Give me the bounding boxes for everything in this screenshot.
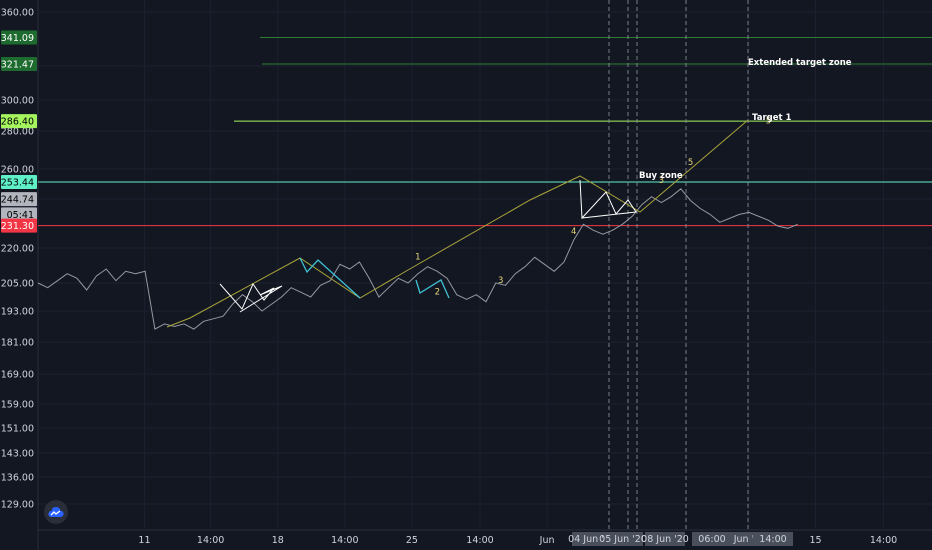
extended-target-annotation: Extended target zone	[748, 58, 852, 68]
y-tick-label: 151.00	[1, 424, 34, 435]
y-tick-label: 220.00	[1, 244, 34, 255]
x-tick-label: 14:00	[870, 535, 897, 546]
target1-annotation: Target 1	[752, 113, 792, 123]
wave-label: 3	[498, 276, 503, 286]
x-cursor-label: 04 Jun '20	[568, 534, 616, 545]
price-tag-bg	[1, 174, 37, 189]
x-cursor-tag	[692, 532, 732, 546]
cloud-icon	[48, 507, 64, 517]
x-tick-label: 14:00	[197, 535, 224, 546]
price-line	[37, 188, 798, 330]
price-tags: 341.09 321.47 286.40 253.44 244.74 05:41231.3…	[1, 30, 37, 233]
y-tick-label: 193.00	[1, 307, 34, 318]
price-tag-bg	[1, 192, 37, 207]
price-tag-label: 286.40	[1, 117, 34, 128]
price-tag-label: 321.47	[1, 60, 34, 71]
price-tag-label: 341.09	[1, 33, 34, 44]
elliott-wave-main[interactable]	[166, 119, 749, 328]
x-cursor-label: 08 Jun '20	[641, 534, 689, 545]
price-tag-bg	[1, 218, 37, 233]
x-tick-label: 18	[272, 535, 284, 546]
y-tick-label: 300.00	[1, 96, 34, 107]
x-cursor-tag	[603, 532, 643, 546]
price-tag-bg	[1, 57, 37, 72]
x-cursor-tag	[572, 532, 612, 546]
y-tick-label: 360.00	[1, 8, 34, 19]
y-tick-label: 280.00	[1, 127, 34, 138]
wave-label: 5	[688, 158, 693, 168]
x-cursor-label: 14:00	[759, 534, 786, 545]
triangle-pattern-1[interactable]	[219, 282, 283, 313]
y-tick-label: 129.00	[1, 500, 34, 511]
price-tag-bg	[1, 114, 37, 129]
x-tick-label: Jun	[539, 535, 555, 546]
price-tag-label: 231.30	[1, 221, 34, 232]
y-tick-label: 181.00	[1, 338, 34, 349]
x-cursor-label: 05 Jun '20	[599, 534, 647, 545]
x-cursor-label: Jun '20	[733, 534, 767, 545]
corrective-wave[interactable]	[299, 257, 361, 299]
x-tick-label: 25	[406, 535, 418, 546]
buy-zone-annotation: Buy zone	[639, 171, 683, 181]
wave-label: 4	[571, 227, 576, 237]
price-tag-bg	[1, 30, 37, 45]
price-series	[37, 188, 798, 330]
wave-label: 1	[415, 253, 420, 263]
price-tag-label: 05:41	[7, 210, 34, 221]
wave-drawings[interactable]: 1 2 3 4 3 5 5	[166, 116, 771, 328]
x-cursor-label: 06:00	[698, 534, 725, 545]
price-tag-label: 253.44	[1, 177, 34, 188]
vertical-markers	[608, 0, 749, 530]
x-tick-label: 14:00	[466, 535, 493, 546]
price-tag-label: 244.74	[1, 195, 34, 206]
corrective-wave[interactable]	[415, 279, 450, 299]
y-tick-label: 205.00	[1, 279, 34, 290]
x-axis: 11 14:00 18 14:00 25 14:00 Jun 14:00 15 14:00 04 J…	[138, 532, 897, 546]
x-tick-label: 14:00	[331, 535, 358, 546]
gridlines	[38, 0, 932, 530]
x-tick-label: 15	[809, 535, 821, 546]
x-cursor-tag	[753, 532, 793, 546]
y-tick-label: 260.00	[1, 165, 34, 176]
y-tick-label: 159.00	[1, 400, 34, 411]
wave-label: 2	[435, 288, 440, 298]
y-tick-label: 136.00	[1, 473, 34, 484]
y-tick-label: 169.00	[1, 370, 34, 381]
wave-label: 5	[766, 116, 771, 126]
tradingview-logo[interactable]	[44, 500, 68, 524]
level-lines[interactable]	[38, 37, 932, 227]
x-cursor-tag	[645, 532, 685, 546]
x-tick-label: 11	[138, 535, 150, 546]
wave-label: 3	[659, 176, 664, 186]
triangle-pattern-2[interactable]	[579, 179, 637, 220]
price-tag-bg	[1, 207, 37, 222]
y-tick-label: 143.00	[1, 449, 34, 460]
